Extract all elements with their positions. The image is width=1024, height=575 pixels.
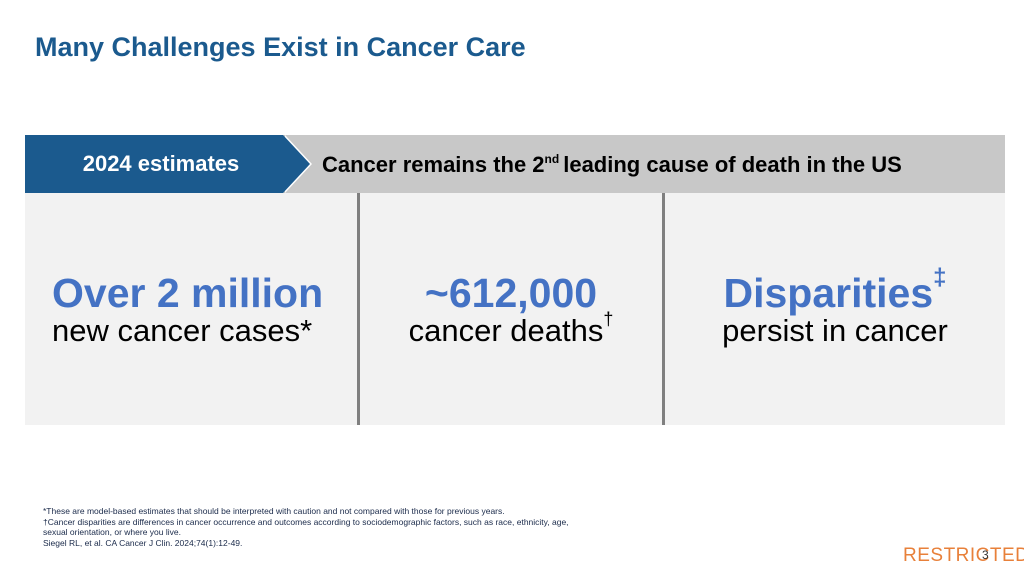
chevron-blue: [25, 135, 310, 193]
headline-text: Disparities: [723, 270, 934, 316]
headline: Disparities‡: [665, 266, 1005, 317]
statement-text: leading cause of death in the US: [563, 152, 902, 177]
stat-panel: Over 2 million new cancer cases*: [52, 270, 323, 349]
banner-label: 2024 estimates: [82, 151, 240, 176]
footnotes: *These are model-based estimates that sh…: [43, 506, 583, 548]
caption-text: persist in cancer: [722, 313, 948, 348]
stat-panel: ~612,000 cancer deaths†: [360, 270, 662, 349]
banner-gray: [275, 135, 1005, 193]
headline-text: ~612,000: [424, 270, 598, 316]
headline-text: Over 2 million: [52, 270, 324, 316]
panels-background: [25, 193, 1005, 425]
caption-text: cancer deaths: [408, 313, 604, 348]
caption-mark: †: [603, 309, 614, 329]
banner-shapes: [25, 135, 1005, 193]
caption-text: new cancer cases*: [52, 313, 313, 348]
caption: new cancer cases*: [52, 313, 323, 349]
separator: [662, 193, 665, 425]
caption: persist in cancer: [665, 313, 1005, 349]
footnote: *These are model-based estimates that sh…: [43, 506, 505, 516]
slide-title: Many Challenges Exist in Cancer Care: [35, 32, 526, 62]
caption: cancer deaths†: [360, 310, 662, 349]
stat-panel: Disparities‡ persist in cancer: [665, 266, 1005, 349]
separator: [357, 193, 360, 425]
banner-statement: Cancer remains the 2nd leading cause of d…: [322, 135, 902, 193]
footnote: †Cancer disparities are differences in c…: [43, 516, 569, 538]
headline: Over 2 million: [52, 270, 323, 317]
statement-superscript: nd: [544, 152, 560, 166]
headline-mark: ‡: [933, 264, 947, 291]
footnote: Siegel RL, et al. CA Cancer J Clin. 2024…: [43, 537, 243, 548]
page-number: 3: [982, 548, 989, 562]
statement-text: Cancer remains the 2: [322, 152, 545, 177]
headline: ~612,000: [360, 270, 662, 317]
classification: RESTRICTED: [903, 545, 1024, 566]
